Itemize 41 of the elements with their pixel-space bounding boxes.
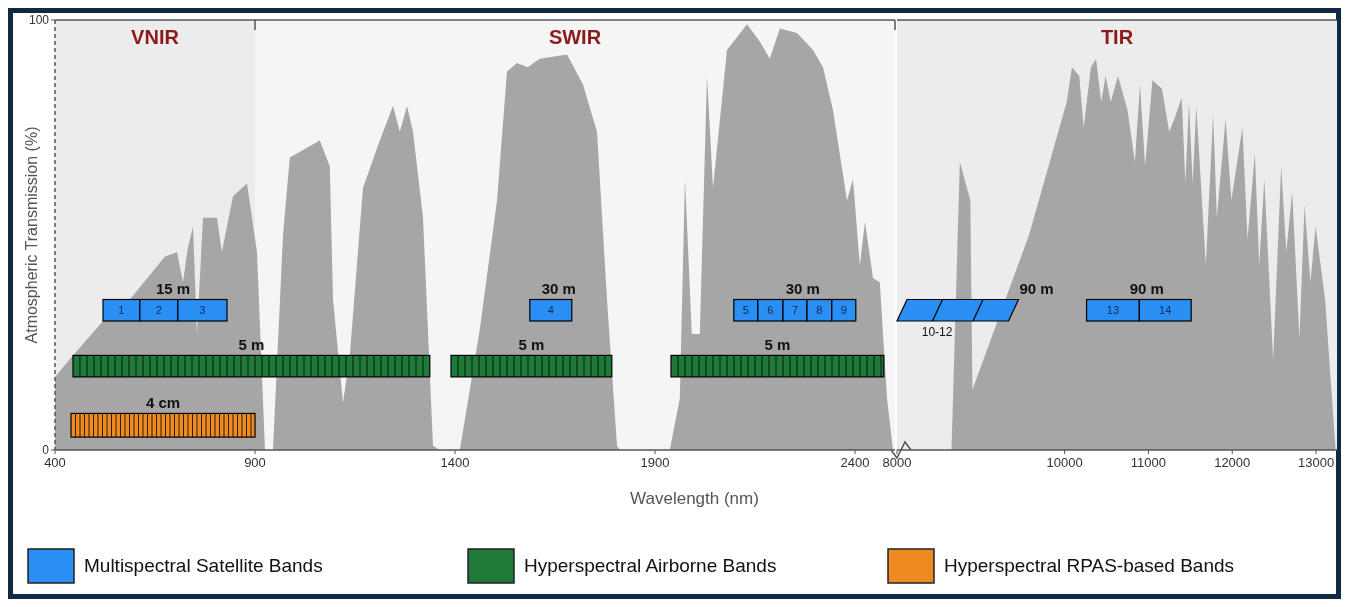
x-tick-label: 12000 (1214, 455, 1251, 470)
x-tick-label: 11000 (1130, 455, 1167, 470)
band-label: 5 m (518, 336, 545, 354)
band-label: VNIR (131, 26, 180, 48)
band-label: 2 (155, 304, 162, 317)
annotation: 90 m (1019, 279, 1054, 297)
x-axis-title: Wavelength (nm) (630, 489, 759, 508)
y-tick-label: 0 (42, 443, 50, 457)
x-tick-label: 900 (244, 455, 266, 470)
annotation: 30 m (541, 279, 576, 297)
legend-label: Multispectral Satellite Bands (84, 555, 323, 576)
band-label: 3 (199, 304, 206, 317)
band-label: SWIR (548, 26, 602, 48)
band-label: 8 (816, 304, 823, 317)
band-label: 4 cm (145, 394, 181, 412)
annotation: 90 m (1129, 279, 1164, 297)
x-tick-label: 1400 (440, 455, 470, 470)
x-tick-label: 400 (44, 455, 66, 470)
x-tick-label: 10000 (1046, 455, 1083, 470)
band-label: 9 (840, 304, 847, 317)
band-label: 5 m (764, 336, 791, 354)
y-axis-title: Atmospheric Transmission (%) (23, 126, 40, 344)
x-tick-label: 13000 (1297, 455, 1335, 470)
band-label: 6 (767, 304, 774, 317)
band-label: 14 (1159, 304, 1172, 317)
y-tick-label: 100 (28, 13, 50, 27)
annotation: 15 m (155, 279, 191, 297)
band-label: 5 (742, 304, 749, 317)
legend-label: Hyperspectral RPAS-based Bands (944, 555, 1235, 576)
x-tick-label: 8000 (882, 455, 912, 470)
band-label: 5 m (238, 336, 265, 354)
band-label: 7 (791, 304, 799, 317)
legend-label: Hyperspectral Airborne Bands (524, 555, 777, 576)
annotation: 30 m (785, 279, 820, 297)
x-tick-label: 2400 (840, 455, 870, 470)
x-tick-label: 1900 (640, 455, 670, 470)
band-label: TIR (1100, 26, 1134, 48)
band-label: 13 (1106, 304, 1120, 317)
band-label: 4 (547, 304, 554, 317)
band-label: 1 (118, 304, 125, 317)
legend-label: 10-12 (921, 325, 953, 339)
